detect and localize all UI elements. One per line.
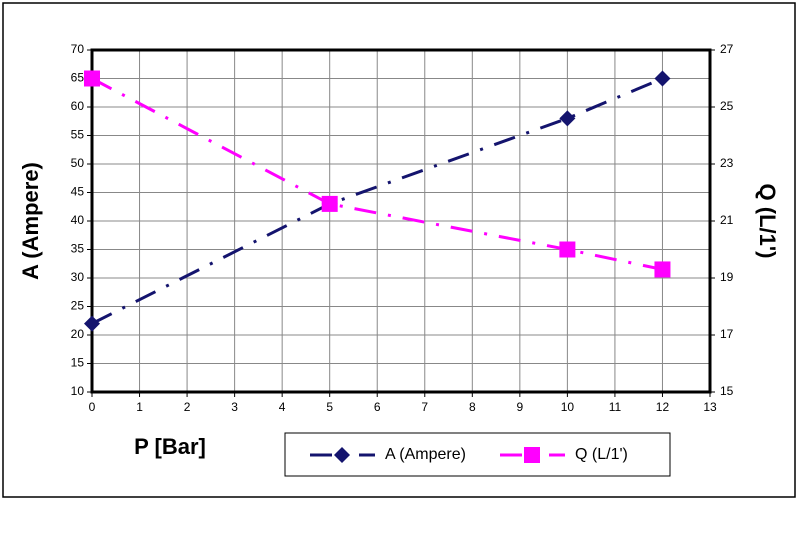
- square-marker: [84, 70, 100, 87]
- y2-tick-label: 23: [720, 156, 734, 170]
- x-tick-label: 1: [136, 400, 143, 414]
- y-tick-label: 50: [71, 156, 85, 170]
- y-axis-label: A (Ampere): [18, 162, 43, 280]
- y2-tick-label: 15: [720, 384, 734, 398]
- x-axis-label: P [Bar]: [134, 434, 206, 459]
- y-tick-label: 65: [71, 71, 85, 85]
- y-tick-label: 60: [71, 99, 85, 113]
- legend-label: Q (L/1'): [575, 446, 628, 463]
- x-tick-label: 9: [517, 400, 524, 414]
- square-marker: [559, 241, 576, 258]
- y-tick-label: 55: [71, 128, 85, 142]
- y2-axis-label: Q (L/1'): [755, 184, 780, 259]
- x-tick-label: 4: [279, 400, 286, 414]
- diamond-marker: [84, 315, 100, 332]
- x-tick-label: 2: [184, 400, 191, 414]
- series-line: [91, 77, 664, 325]
- x-tick-label: 12: [656, 400, 670, 414]
- x-tick-label: 5: [326, 400, 333, 414]
- y-tick-label: 35: [71, 242, 85, 256]
- y-tick-label: 45: [71, 185, 85, 199]
- x-tick-label: 0: [89, 400, 96, 414]
- y2-tick-label: 19: [720, 270, 734, 284]
- diamond-marker: [654, 70, 671, 87]
- x-tick-label: 3: [231, 400, 238, 414]
- diamond-marker: [334, 447, 350, 463]
- square-marker: [321, 195, 338, 212]
- y-tick-label: 25: [71, 299, 85, 313]
- x-tick-label: 6: [374, 400, 381, 414]
- square-marker: [654, 261, 671, 278]
- legend-label: A (Ampere): [385, 446, 466, 463]
- x-tick-label: 11: [609, 400, 622, 414]
- x-tick-label: 7: [421, 400, 428, 414]
- y-tick-label: 40: [71, 213, 85, 227]
- x-tick-label: 8: [469, 400, 476, 414]
- x-tick-label: 10: [561, 400, 575, 414]
- y-tick-label: 20: [71, 327, 85, 341]
- y2-tick-label: 25: [720, 99, 734, 113]
- x-tick-label: 13: [703, 400, 717, 414]
- square-marker: [524, 447, 540, 463]
- y-tick-label: 30: [71, 270, 85, 284]
- y-tick-label: 70: [71, 42, 85, 56]
- y2-tick-label: 17: [720, 327, 734, 341]
- y-tick-label: 15: [71, 356, 85, 370]
- y-tick-label: 10: [71, 384, 85, 398]
- y2-tick-label: 27: [720, 42, 734, 56]
- y2-tick-label: 21: [720, 213, 734, 227]
- series-line: [91, 77, 663, 271]
- diamond-marker: [559, 110, 576, 127]
- plot-frame: [90, 48, 712, 394]
